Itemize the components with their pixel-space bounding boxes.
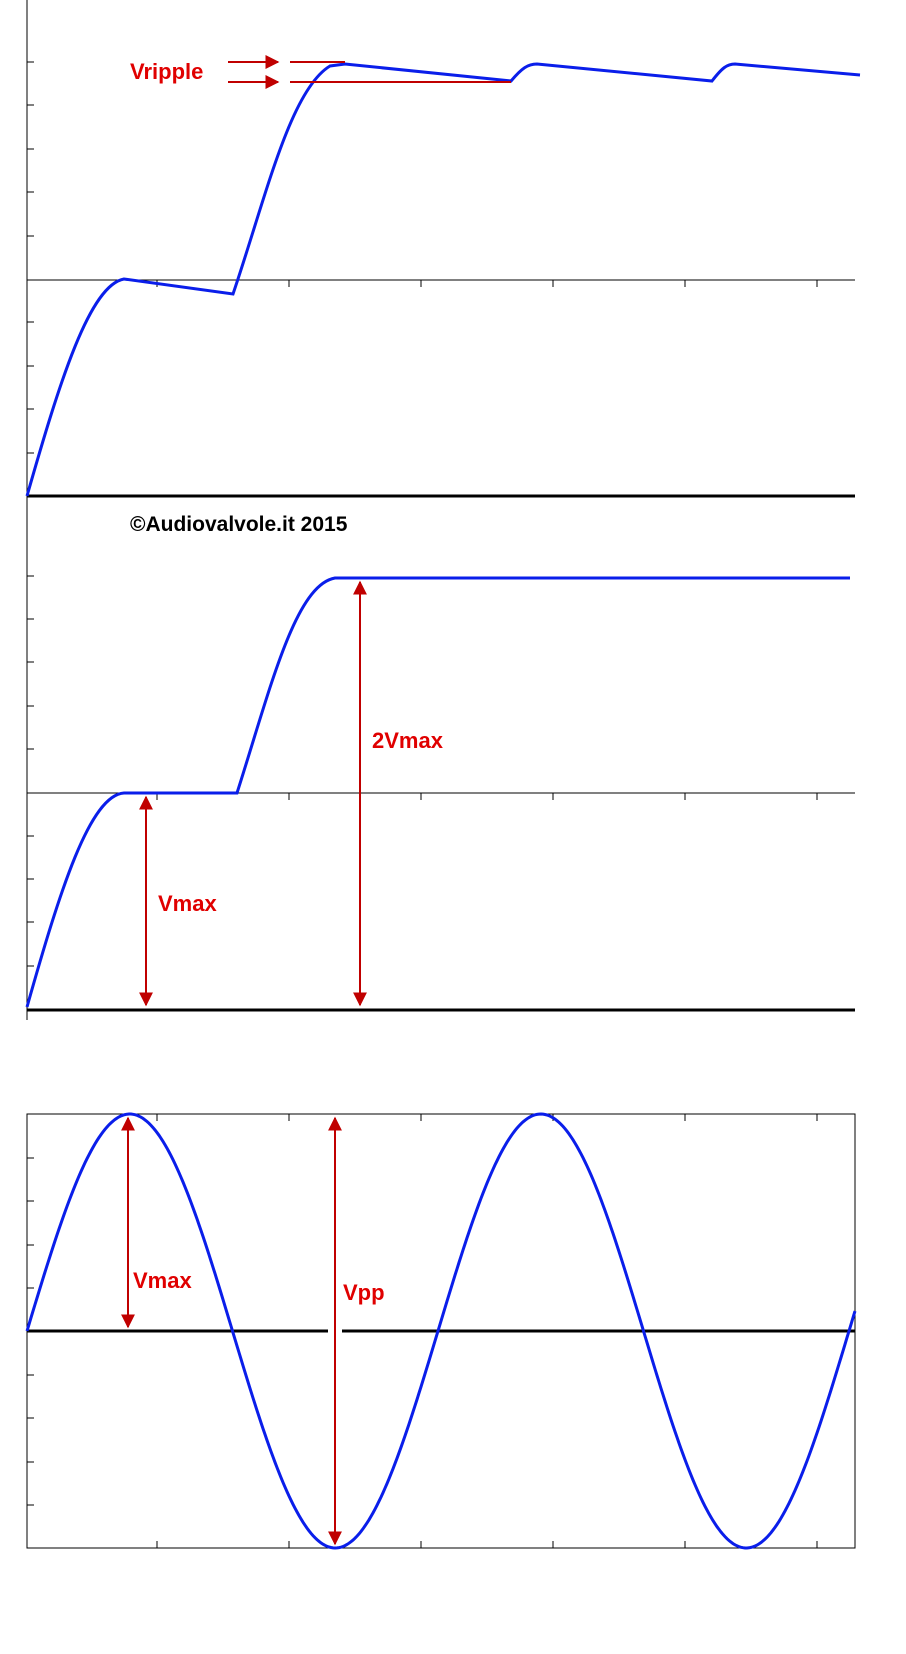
ticks [27, 61, 818, 1548]
doubler-ideal-wave [25, 576, 850, 1008]
label: Vmax [133, 1268, 192, 1293]
annotations: Vripple ©Audiovalvole.it 2015 2Vmax Vmax… [121, 55, 511, 1546]
doubler-ripple-wave [25, 62, 861, 497]
axes [26, 0, 856, 1549]
label: Vpp [343, 1280, 385, 1305]
label: 2Vmax [372, 728, 444, 753]
label: Vmax [158, 891, 217, 916]
label: Vripple [130, 59, 203, 84]
sine-wave [25, 1112, 857, 1550]
watermark: ©Audiovalvole.it 2015 [130, 513, 348, 536]
waveforms [25, 62, 861, 1550]
